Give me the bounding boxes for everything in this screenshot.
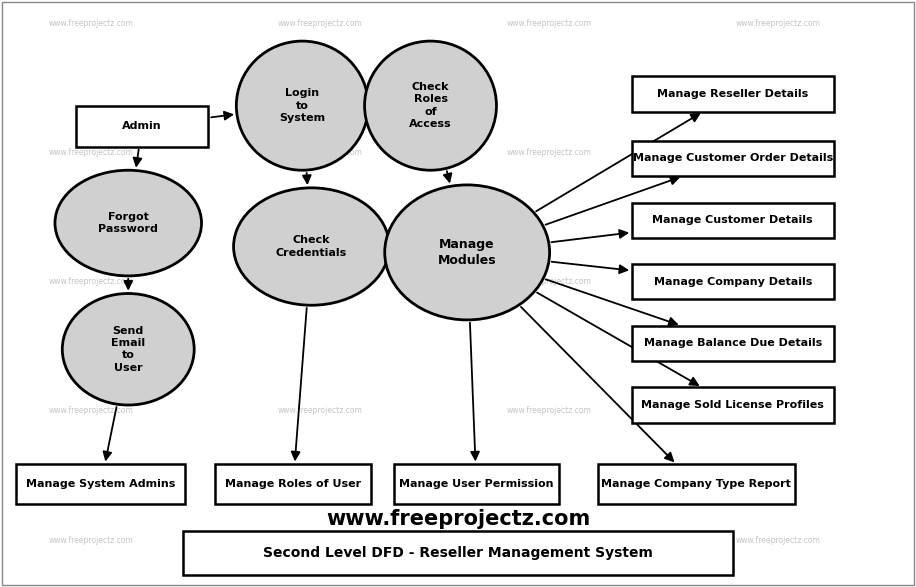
Text: Check
Roles
of
Access: Check Roles of Access — [409, 82, 452, 129]
Text: Check
Credentials: Check Credentials — [276, 235, 347, 258]
Bar — [75, 106, 208, 147]
Text: www.freeprojectz.com: www.freeprojectz.com — [736, 19, 821, 28]
Text: www.freeprojectz.com: www.freeprojectz.com — [49, 19, 134, 28]
Text: www.freeprojectz.com: www.freeprojectz.com — [278, 406, 363, 416]
Text: www.freeprojectz.com: www.freeprojectz.com — [49, 148, 134, 157]
Text: www.freeprojectz.com: www.freeprojectz.com — [736, 148, 821, 157]
Bar — [632, 76, 834, 112]
Text: Second Level DFD - Reseller Management System: Second Level DFD - Reseller Management S… — [263, 546, 653, 560]
Text: www.freeprojectz.com: www.freeprojectz.com — [507, 277, 592, 286]
Text: www.freeprojectz.com: www.freeprojectz.com — [278, 535, 363, 545]
Text: Login
to
System: Login to System — [279, 88, 325, 123]
Text: Manage Roles of User: Manage Roles of User — [225, 479, 361, 490]
Bar — [16, 464, 185, 504]
Text: Manage
Modules: Manage Modules — [438, 238, 496, 267]
Text: www.freeprojectz.com: www.freeprojectz.com — [278, 277, 363, 286]
Ellipse shape — [55, 170, 202, 276]
Ellipse shape — [234, 188, 389, 305]
Text: www.freeprojectz.com: www.freeprojectz.com — [736, 277, 821, 286]
Text: www.freeprojectz.com: www.freeprojectz.com — [507, 406, 592, 416]
Bar — [632, 326, 834, 361]
Text: www.freeprojectz.com: www.freeprojectz.com — [736, 406, 821, 416]
Text: www.freeprojectz.com: www.freeprojectz.com — [326, 510, 590, 529]
Text: Manage Customer Details: Manage Customer Details — [652, 215, 813, 225]
Bar — [632, 141, 834, 176]
Text: Manage Customer Order Details: Manage Customer Order Details — [633, 153, 833, 164]
Ellipse shape — [236, 41, 368, 170]
Text: Manage Reseller Details: Manage Reseller Details — [657, 89, 809, 99]
Text: Manage Company Type Report: Manage Company Type Report — [601, 479, 791, 490]
Bar — [632, 203, 834, 238]
Text: www.freeprojectz.com: www.freeprojectz.com — [49, 406, 134, 416]
Bar — [632, 264, 834, 299]
Text: www.freeprojectz.com: www.freeprojectz.com — [507, 148, 592, 157]
Text: Manage System Admins: Manage System Admins — [26, 479, 176, 490]
Ellipse shape — [62, 294, 194, 405]
Text: www.freeprojectz.com: www.freeprojectz.com — [507, 535, 592, 545]
Bar — [215, 464, 371, 504]
Text: www.freeprojectz.com: www.freeprojectz.com — [49, 277, 134, 286]
Text: Forgot
Password: Forgot Password — [98, 212, 158, 234]
Text: www.freeprojectz.com: www.freeprojectz.com — [507, 19, 592, 28]
Bar — [394, 464, 559, 504]
Ellipse shape — [385, 185, 550, 320]
Text: www.freeprojectz.com: www.freeprojectz.com — [736, 535, 821, 545]
Text: www.freeprojectz.com: www.freeprojectz.com — [278, 19, 363, 28]
Text: Manage Balance Due Details: Manage Balance Due Details — [644, 338, 822, 349]
Text: Manage Sold License Profiles: Manage Sold License Profiles — [641, 400, 824, 410]
Text: Manage User Permission: Manage User Permission — [399, 479, 553, 490]
Bar — [632, 387, 834, 423]
Text: www.freeprojectz.com: www.freeprojectz.com — [278, 148, 363, 157]
Text: www.freeprojectz.com: www.freeprojectz.com — [49, 535, 134, 545]
Bar — [183, 531, 733, 575]
Bar — [597, 464, 794, 504]
Text: Admin: Admin — [122, 121, 162, 131]
Text: Manage Company Details: Manage Company Details — [654, 276, 812, 287]
Text: Send
Email
to
User: Send Email to User — [111, 326, 146, 373]
Ellipse shape — [365, 41, 496, 170]
